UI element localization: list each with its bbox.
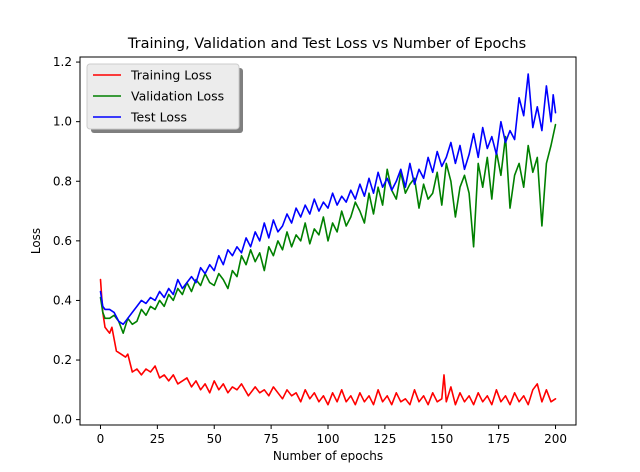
- chart-title: Training, Validation and Test Loss vs Nu…: [127, 36, 526, 52]
- x-tick-label: 125: [373, 432, 396, 446]
- legend-label-validation-loss: Validation Loss: [131, 89, 224, 104]
- y-tick-label: 0.0: [53, 413, 72, 427]
- x-tick-label: 75: [263, 432, 278, 446]
- legend: Training Loss Validation Loss Test Loss: [86, 63, 243, 133]
- x-tick-label: 175: [487, 432, 510, 446]
- x-tick-label: 25: [150, 432, 165, 446]
- x-tick-label: 150: [430, 432, 453, 446]
- series-line-test-loss: [99, 73, 557, 326]
- y-tick-label: 0.4: [53, 293, 72, 307]
- legend-label-training-loss: Training Loss: [130, 68, 212, 83]
- legend-label-test-loss: Test Loss: [130, 110, 187, 125]
- x-tick-label: 50: [207, 432, 222, 446]
- x-tick-label: 200: [544, 432, 567, 446]
- y-axis-title: Loss: [29, 228, 43, 254]
- x-tick-label: 100: [317, 432, 340, 446]
- legend-box: [86, 63, 240, 130]
- series-line-training-loss: [99, 278, 557, 406]
- y-tick-label: 0.2: [53, 353, 72, 367]
- y-tick-label: 1.2: [53, 55, 72, 69]
- x-tick-label: 0: [97, 432, 105, 446]
- y-tick-label: 1.0: [53, 115, 72, 129]
- plot-frame: [79, 56, 577, 426]
- y-tick-label: 0.8: [53, 174, 72, 188]
- y-tick-label: 0.6: [53, 234, 72, 248]
- legend-entries: Training Loss Validation Loss Test Loss: [93, 68, 224, 125]
- series-line-validation-loss: [99, 123, 557, 335]
- axis-ticks: 0 25 50 75 100 125 150 175 200 0.0 0.2 0.4 0.6 0.8 1.0…: [53, 55, 567, 446]
- x-axis-title: Number of epochs: [273, 449, 383, 463]
- series-lines: [99, 73, 557, 406]
